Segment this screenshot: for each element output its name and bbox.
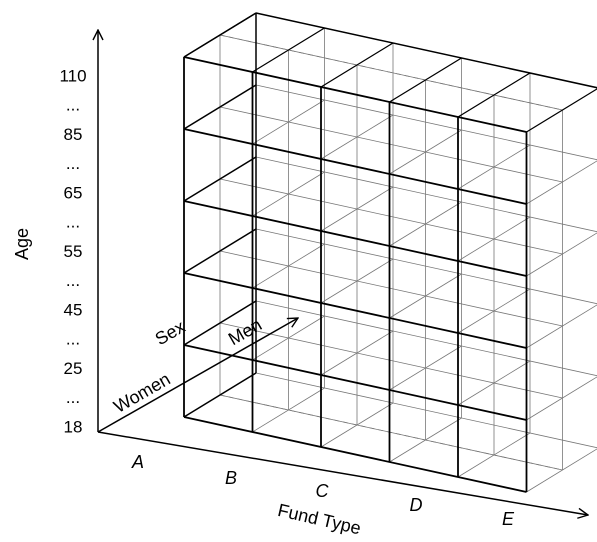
cube-grid [183,12,597,493]
cube-top-edge [526,88,597,133]
cube-dashed-line [219,394,563,471]
cube-guide-line [255,156,597,233]
cube-guide-line [526,160,597,205]
cube-guide-line [389,345,462,391]
cube-guide-line [219,178,563,255]
age-tick-ellipsis: ... [66,154,80,173]
cube-guide-line [526,232,597,277]
sex-axis-title: Sex [152,316,189,349]
age-axis-title: Age [12,228,32,260]
cube-guide-line [219,250,563,327]
fund-category-label: D [410,495,423,515]
cube-guide-line [320,330,394,376]
cube-guide-line [252,99,325,145]
cube-guide-line [526,304,597,349]
fund-axis-title: Fund Type [276,500,363,539]
cube-guide-line [252,243,325,289]
cube-guide-line [457,288,531,334]
age-tick-label: 25 [64,359,83,378]
cube-side-edge [183,156,257,202]
cube-dashed-line [219,34,563,111]
cube-guide-line [255,300,597,377]
cube-guide-line [320,114,394,160]
cube-top-edge [183,12,257,58]
cube-guide-line [457,144,531,190]
cube-guide-line [252,387,325,433]
fund-category-label: C [316,481,330,501]
sex-label-women: Women [110,369,173,417]
cube-guide-line [526,448,597,493]
cube-side-edge [183,84,257,130]
age-tick-label: 65 [64,183,83,202]
cube-top-edge [320,42,394,88]
cube-guide-line [389,129,462,175]
age-tick-ellipsis: ... [66,96,80,115]
fund-axis-line [97,431,588,515]
cube-guide-line [255,372,597,449]
fund-category-label: A [131,452,144,472]
cube-front-horizontal [183,200,527,277]
age-tick-label: 18 [64,417,83,436]
age-tick-label: 110 [59,66,86,85]
sex-axis-line [97,318,298,433]
cube-guide-line [389,273,462,319]
cube-front-horizontal [183,416,527,493]
fund-category-label: E [502,509,515,529]
cube-guide-line [252,171,325,217]
cube-top-edge [252,27,325,73]
cube-guide-line [252,315,325,361]
cube-front-horizontal [183,128,527,205]
age-tick-ellipsis: ... [66,388,80,407]
age-tick-labels: 110... 85... 65... 55... 45... 25... 18 [59,66,86,436]
cube-guide-line [457,360,531,406]
age-tick-label: 45 [64,300,83,319]
cube-guide-line [457,216,531,262]
age-tick-ellipsis: ... [66,271,80,290]
cube-top-edge [389,57,462,103]
age-tick-ellipsis: ... [66,213,80,232]
sex-label-men: Men [225,314,265,349]
cube-side-edge [183,372,257,418]
cube-back-edge [255,12,597,89]
age-tick-label: 55 [64,242,83,261]
cube-guide-line [320,258,394,304]
cube-guide-line [255,84,597,161]
cube-front-horizontal [183,56,527,133]
cube-side-edge [183,228,257,274]
fund-category-labels: A B C D E [131,452,515,529]
cube-guide-line [219,106,563,183]
fund-category-label: B [225,468,237,488]
age-tick-label: 85 [64,125,83,144]
age-tick-ellipsis: ... [66,330,80,349]
cube-guide-line [255,228,597,305]
cube-guide-line [320,402,394,448]
cube-side-edge [183,300,257,346]
cube-guide-line [320,186,394,232]
cube-front-horizontal [183,344,527,421]
cube-guide-line [389,201,462,247]
cube-guide-line [219,322,563,399]
cube-top-edge [457,72,531,118]
cube-guide-line [526,376,597,421]
cube-front-horizontal [183,272,527,349]
